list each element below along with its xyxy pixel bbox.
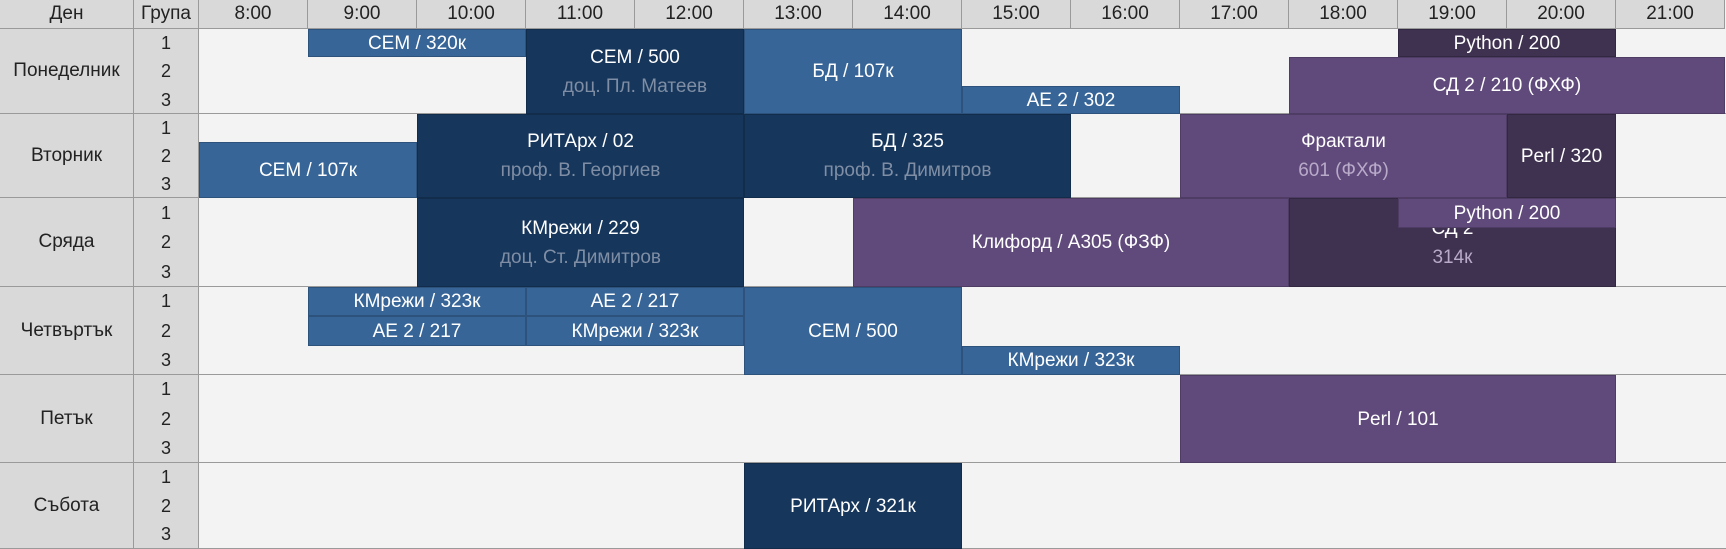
class-block[interactable]: АЕ 2 / 217 [308,316,526,346]
class-block[interactable]: Perl / 320 [1507,114,1616,198]
class-block[interactable]: КМрежи / 323к [308,287,526,316]
class-title: БД / 325 [871,131,944,152]
class-title: АЕ 2 / 217 [590,291,680,312]
time-header: 18:00 [1289,0,1398,29]
class-title: Perl / 320 [1520,145,1603,167]
group-number: 3 [134,170,199,198]
class-title: Python / 200 [1453,32,1561,54]
group-number: 1 [134,114,199,142]
group-number: 2 [134,492,199,520]
group-number: 2 [134,142,199,170]
class-title: БД / 107к [812,61,894,82]
class-title: КМрежи / 323к [353,291,481,312]
group-number: 2 [134,404,199,434]
group-number: 3 [134,434,199,463]
class-subtitle: проф. В. Димитров [823,160,992,181]
group-number: 3 [134,257,199,287]
class-title: СЕМ / 107к [258,159,358,181]
class-title: СЕМ / 500 [808,320,898,342]
class-title: КМрежи / 323к [571,320,699,342]
day-label: Петък [0,375,134,463]
class-title: СЕМ / 320к [367,32,467,54]
time-header: 13:00 [744,0,853,29]
group-number: 3 [134,346,199,375]
class-block[interactable]: СД 2 / 210 (ФХФ) [1289,57,1725,114]
class-block[interactable]: СЕМ / 107к [199,142,417,198]
class-title: Клифорд / А305 (ФЗФ) [971,232,1171,253]
time-header: 10:00 [417,0,526,29]
time-header: 8:00 [199,0,308,29]
group-number: 1 [134,375,199,404]
class-block[interactable]: Фрактали 601 (ФХФ) [1180,114,1507,198]
class-block[interactable]: РИТАрх / 02 проф. В. Георгиев [417,114,744,198]
class-block[interactable]: СЕМ / 500 [744,287,962,375]
class-block[interactable]: РИТАрх / 321к [744,463,962,549]
time-header: 16:00 [1071,0,1180,29]
group-number: 2 [134,316,199,346]
time-header: 14:00 [853,0,962,29]
time-header: 17:00 [1180,0,1289,29]
class-subtitle: проф. В. Георгиев [500,160,661,181]
class-block[interactable]: БД / 107к [744,29,962,114]
group-number: 1 [134,198,199,228]
day-label: Вторник [0,114,134,198]
time-header: 12:00 [635,0,744,29]
day-label: Понеделник [0,29,134,114]
class-title: Perl / 101 [1357,408,1439,430]
class-block[interactable]: КМрежи / 229 доц. Ст. Димитров [417,198,744,287]
group-number: 2 [134,57,199,86]
class-title: СЕМ / 500 [590,46,680,68]
group-number: 1 [134,287,199,316]
class-block[interactable]: Perl / 101 [1180,375,1616,463]
group-number: 1 [134,463,199,492]
class-block[interactable]: КМрежи / 323к [962,346,1180,375]
group-number: 1 [134,29,199,57]
class-block[interactable]: КМрежи / 323к [526,316,744,346]
class-block[interactable]: Python / 200 [1398,29,1616,57]
group-number: 3 [134,86,199,114]
class-block[interactable]: Python / 200 [1398,198,1616,228]
class-block[interactable]: БД / 325 проф. В. Димитров [744,114,1071,198]
class-title: СД 2 / 210 (ФХФ) [1432,75,1582,96]
class-block[interactable]: АЕ 2 / 302 [962,86,1180,114]
time-header: 20:00 [1507,0,1616,29]
class-title: РИТАрх / 02 [527,131,634,152]
class-title: Фрактали [1301,131,1386,152]
class-title: КМрежи / 323к [1007,350,1135,371]
time-header: 15:00 [962,0,1071,29]
time-header: 19:00 [1398,0,1507,29]
day-label: Сряда [0,198,134,287]
class-title: АЕ 2 / 217 [372,320,462,342]
day-separator [0,462,1726,463]
class-title: АЕ 2 / 302 [1026,89,1116,111]
group-column-header: Група [134,0,199,29]
class-title: Python / 200 [1453,202,1561,224]
class-subtitle: 314к [1432,246,1473,268]
day-label: Четвъртък [0,287,134,375]
class-title: КМрежи / 229 [521,217,640,239]
class-block[interactable]: СЕМ / 500 доц. Пл. Матеев [526,29,744,114]
group-number: 2 [134,228,199,257]
class-title: РИТАрх / 321к [790,495,916,517]
class-block[interactable]: Клифорд / А305 (ФЗФ) [853,198,1289,287]
time-header: 9:00 [308,0,417,29]
time-header: 11:00 [526,0,635,29]
class-subtitle: 601 (ФХФ) [1298,160,1389,181]
day-label: Събота [0,463,134,549]
class-subtitle: доц. Ст. Димитров [499,246,662,268]
class-block[interactable]: АЕ 2 / 217 [526,287,744,316]
time-header: 21:00 [1616,0,1725,29]
class-subtitle: доц. Пл. Матеев [562,75,708,97]
day-column-header: Ден [0,0,134,29]
group-number: 3 [134,520,199,549]
class-block[interactable]: СЕМ / 320к [308,29,526,57]
